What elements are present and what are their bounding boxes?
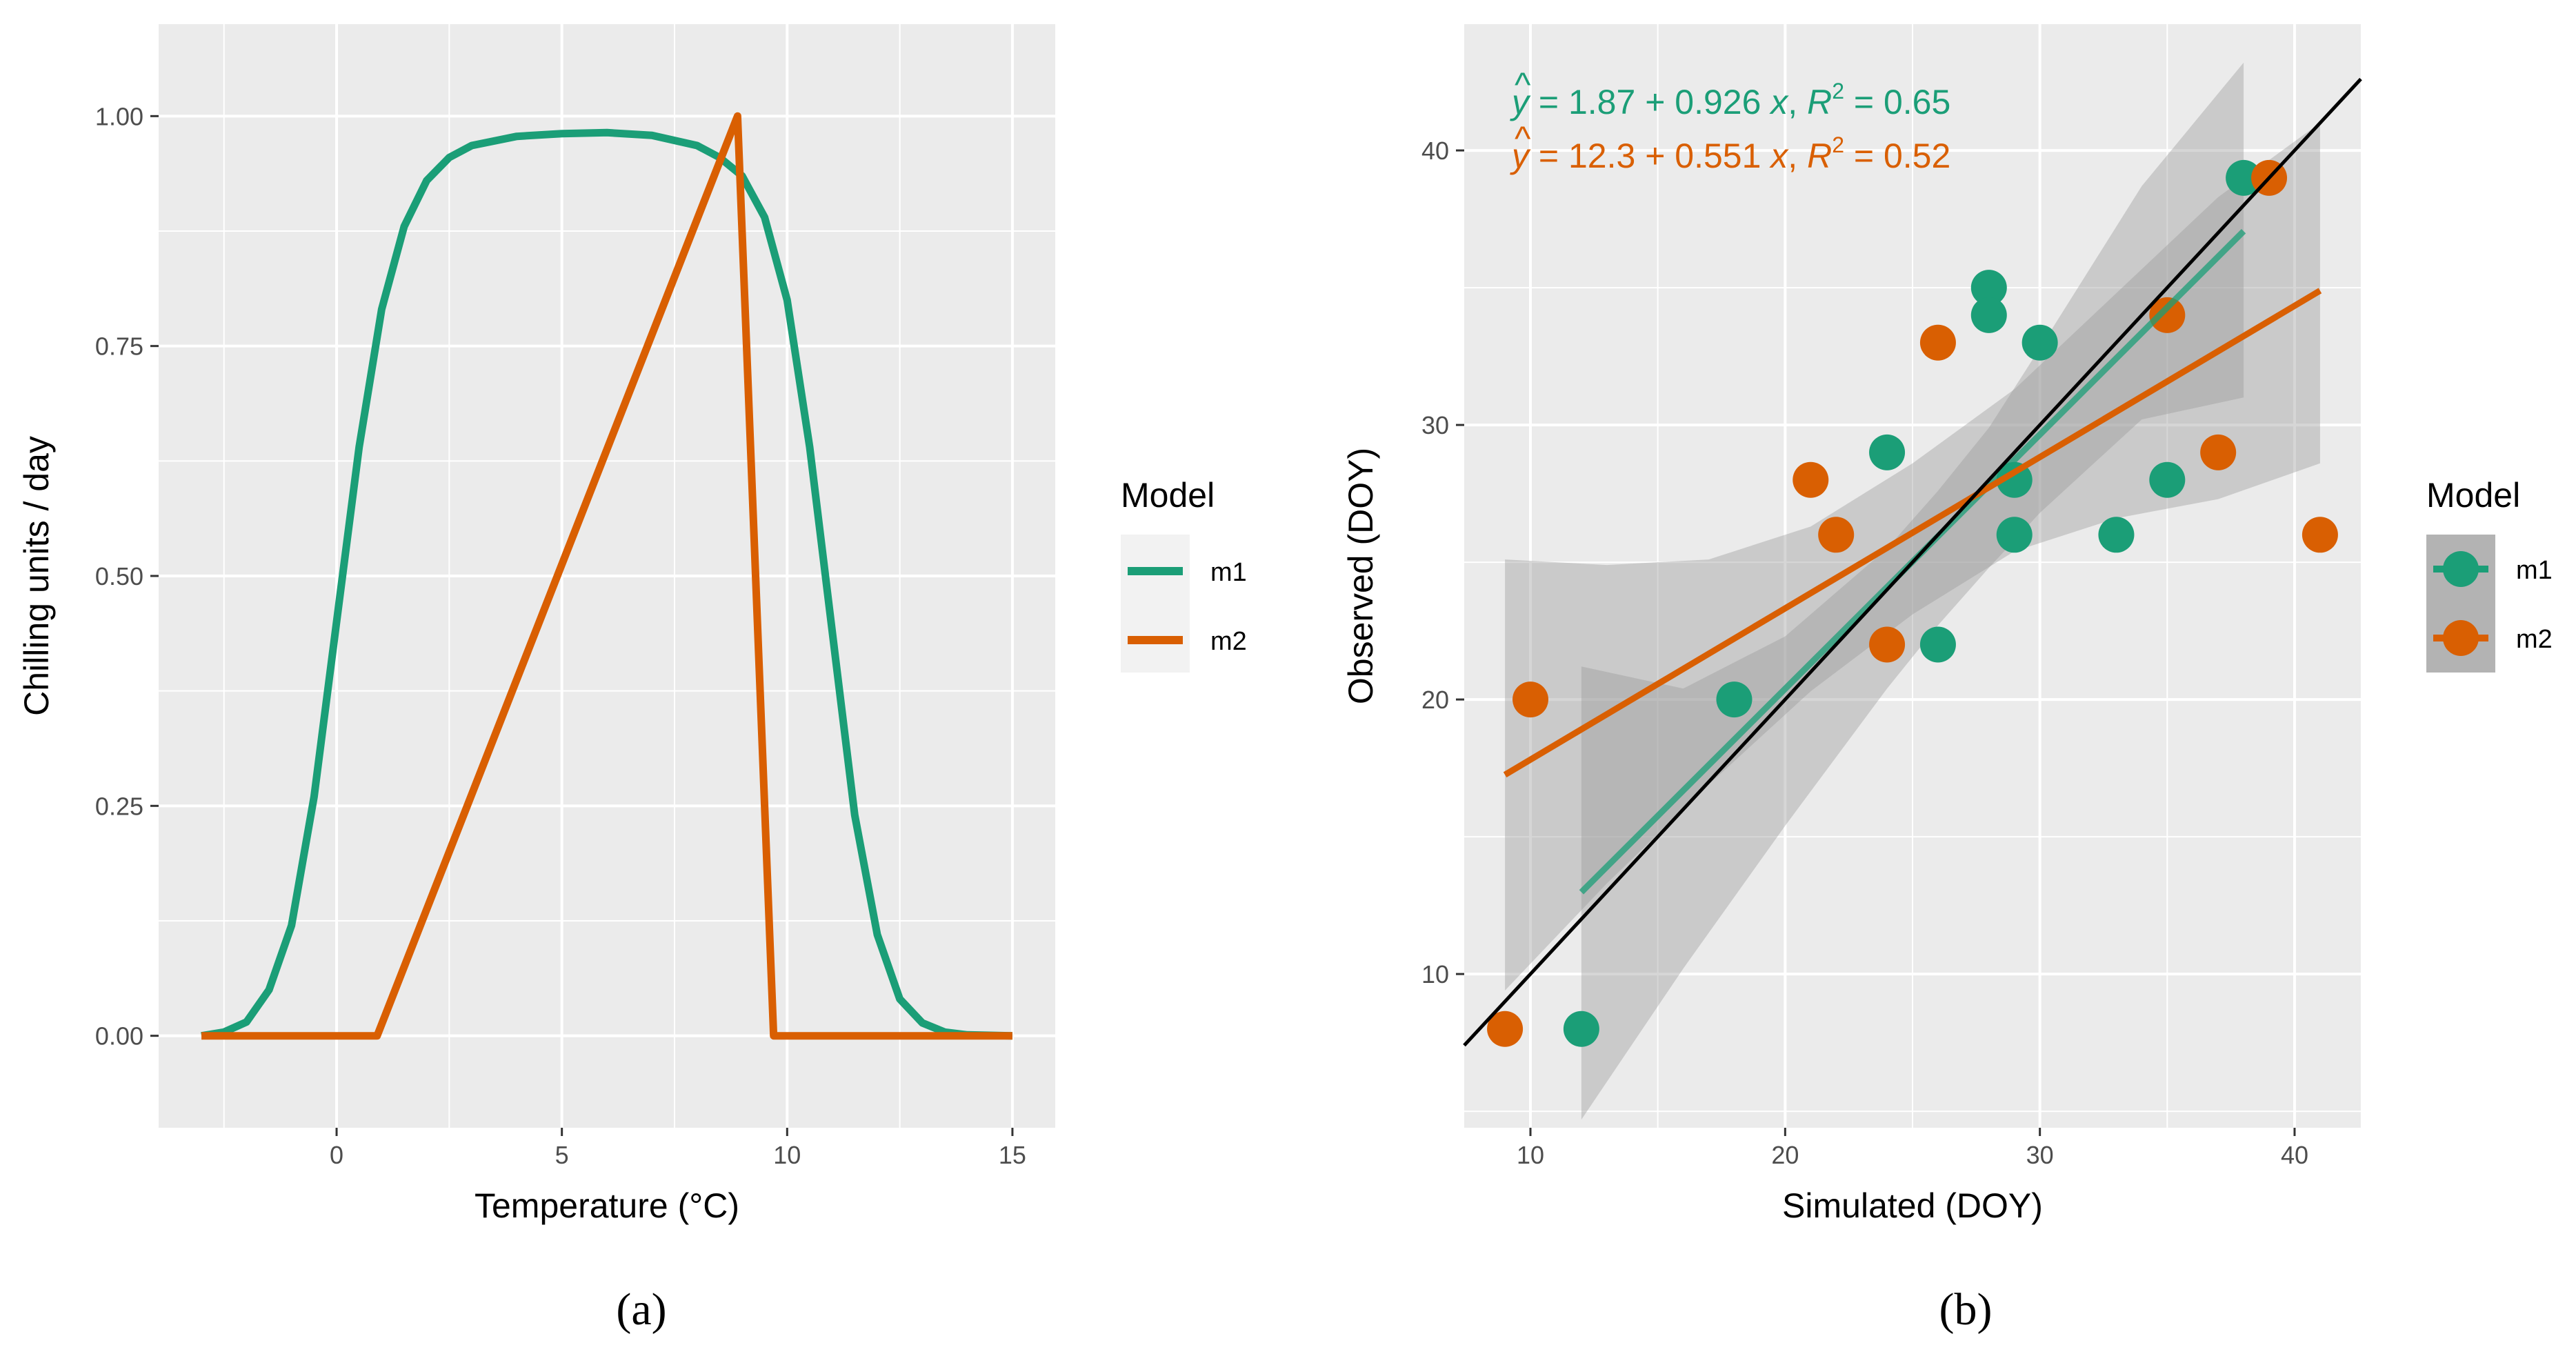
eq-m1-comma: , xyxy=(1788,83,1807,121)
panel-b-y-axis-title: Observed (DOY) xyxy=(1341,448,1380,704)
data-point-m2 xyxy=(2149,297,2186,333)
data-point-m2 xyxy=(1919,324,1956,361)
data-point-m1 xyxy=(2226,159,2262,196)
panel-b-legend-title: Model xyxy=(2426,476,2520,515)
panel-b-legend-m1-label: m1 xyxy=(2516,556,2553,585)
panel-b-fit-lines xyxy=(1463,77,2362,1047)
a-y-tick-label: 0.75 xyxy=(95,332,143,361)
series-line-m1 xyxy=(201,128,1013,1040)
panel-a-chart: 0 5 10 15 0.00 0.25 0.50 0.75 1.00 Temperature … xyxy=(17,24,1247,1335)
panel-b-legend-m2-point xyxy=(2443,620,2479,656)
b-y-tick-label: 10 xyxy=(1421,960,1449,988)
data-point-m1 xyxy=(1996,517,2033,553)
eq-m2-hat: ^ xyxy=(1515,119,1531,158)
eq-m1-text: y = 1.87 + 0.926 x, R2 = 0.65 xyxy=(1510,79,1950,121)
eq-m2-end: = 0.52 xyxy=(1844,137,1950,175)
panel-b-legend: Model m1 m2 xyxy=(2426,476,2553,673)
data-point-m1 xyxy=(2149,461,2186,498)
data-point-m2 xyxy=(1869,626,1906,663)
b-y-tick-label: 40 xyxy=(1421,137,1449,165)
a-x-tick-label: 5 xyxy=(555,1141,569,1169)
eq-m1-hat: ^ xyxy=(1515,66,1531,104)
panel-a-y-axis-title: Chilling units / day xyxy=(17,436,56,716)
data-point-m1 xyxy=(1919,626,1956,663)
eq-m1-yhat: y xyxy=(1510,83,1531,121)
data-point-m1 xyxy=(1970,297,2007,333)
a-y-tick-label: 0.00 xyxy=(95,1022,143,1051)
panel-a-legend-title: Model xyxy=(1121,476,1215,515)
a-x-tick-label: 0 xyxy=(330,1141,343,1169)
panel-a-major-grid xyxy=(159,24,1055,1128)
identity-line xyxy=(1463,77,2362,1047)
eq-m1-x: x xyxy=(1769,83,1789,121)
panel-b-minor-grid xyxy=(1464,24,2361,1128)
data-point-m2 xyxy=(1793,461,1829,498)
data-point-m1 xyxy=(1970,270,2007,306)
a-y-tick-label: 0.25 xyxy=(95,792,143,820)
fit-line-m2 xyxy=(1503,288,2322,778)
eq-m2-text: y = 12.3 + 0.551 x, R2 = 0.52 xyxy=(1510,132,1950,175)
data-point-m2 xyxy=(2200,434,2237,470)
panel-a-label: (a) xyxy=(616,1284,666,1335)
b-x-tick-label: 20 xyxy=(1771,1141,1799,1169)
b-x-tick-label: 40 xyxy=(2281,1141,2308,1169)
panel-b-equation-m1: ^ y = 1.87 + 0.926 x, R2 = 0.65 xyxy=(1510,66,1950,121)
a-x-tick-label: 15 xyxy=(999,1141,1026,1169)
a-x-tick-label: 10 xyxy=(773,1141,801,1169)
panel-a-legend-keys-bg xyxy=(1121,535,1190,673)
data-point-m2 xyxy=(2302,517,2338,553)
data-point-m1 xyxy=(1563,1010,1599,1047)
a-y-tick-label: 1.00 xyxy=(95,102,143,130)
eq-m1-r: R xyxy=(1807,83,1832,121)
data-point-m2 xyxy=(1512,681,1549,718)
data-point-m1 xyxy=(1716,681,1753,718)
eq-m1-sup: 2 xyxy=(1832,79,1844,103)
panel-b-equation-m2: ^ y = 12.3 + 0.551 x, R2 = 0.52 xyxy=(1510,119,1950,175)
eq-m2-yhat: y xyxy=(1510,137,1531,175)
series-line-m2 xyxy=(201,112,1012,1040)
eq-m2-mid: = 12.3 + 0.551 xyxy=(1529,137,1770,175)
data-point-m2 xyxy=(1487,1010,1524,1047)
panel-b-legend-m2-label: m2 xyxy=(2516,625,2553,654)
data-point-m1 xyxy=(2098,517,2135,553)
data-point-m1 xyxy=(1869,434,1906,470)
b-y-tick-label: 20 xyxy=(1421,686,1449,714)
panel-a-x-axis-title: Temperature (°C) xyxy=(475,1186,739,1225)
data-point-m2 xyxy=(1818,517,1855,553)
panel-a-series xyxy=(201,112,1013,1040)
b-y-tick-label: 30 xyxy=(1421,411,1449,439)
data-point-m1 xyxy=(2021,324,2058,361)
b-x-tick-label: 30 xyxy=(2026,1141,2054,1169)
eq-m2-sup: 2 xyxy=(1832,132,1844,157)
eq-m2-comma: , xyxy=(1788,137,1807,175)
eq-m1-mid: = 1.87 + 0.926 xyxy=(1529,83,1770,121)
panel-b-label: (b) xyxy=(1939,1284,1993,1335)
panel-b-major-grid xyxy=(1464,24,2361,1128)
panel-b-x-ticks: 10 20 30 40 xyxy=(1517,1128,2308,1169)
panel-a-legend: Model m1 m2 xyxy=(1121,476,1247,673)
panel-a-x-ticks: 0 5 10 15 xyxy=(330,1128,1026,1169)
confidence-band-m2 xyxy=(1505,123,2320,990)
b-x-tick-label: 10 xyxy=(1517,1141,1544,1169)
panel-b-confidence-ribbons xyxy=(1505,62,2320,1120)
panel-a-y-ticks: 0.00 0.25 0.50 0.75 1.00 xyxy=(95,102,159,1051)
eq-m2-r: R xyxy=(1807,137,1832,175)
panel-b-x-axis-title: Simulated (DOY) xyxy=(1782,1186,2043,1225)
panel-a-legend-m2-label: m2 xyxy=(1210,627,1247,656)
confidence-band-m1 xyxy=(1581,62,2244,1120)
panel-a-legend-m1-label: m1 xyxy=(1210,558,1247,587)
panel-b-legend-m1-point xyxy=(2443,551,2479,587)
eq-m1-end: = 0.65 xyxy=(1844,83,1950,121)
panel-b-y-ticks: 10 20 30 40 xyxy=(1421,137,1464,988)
panel-b-chart: 10 20 30 40 10 20 30 40 ^ y = 1.87 + 0.926 x, … xyxy=(1341,24,2553,1335)
a-y-tick-label: 0.50 xyxy=(95,562,143,590)
eq-m2-x: x xyxy=(1769,137,1789,175)
